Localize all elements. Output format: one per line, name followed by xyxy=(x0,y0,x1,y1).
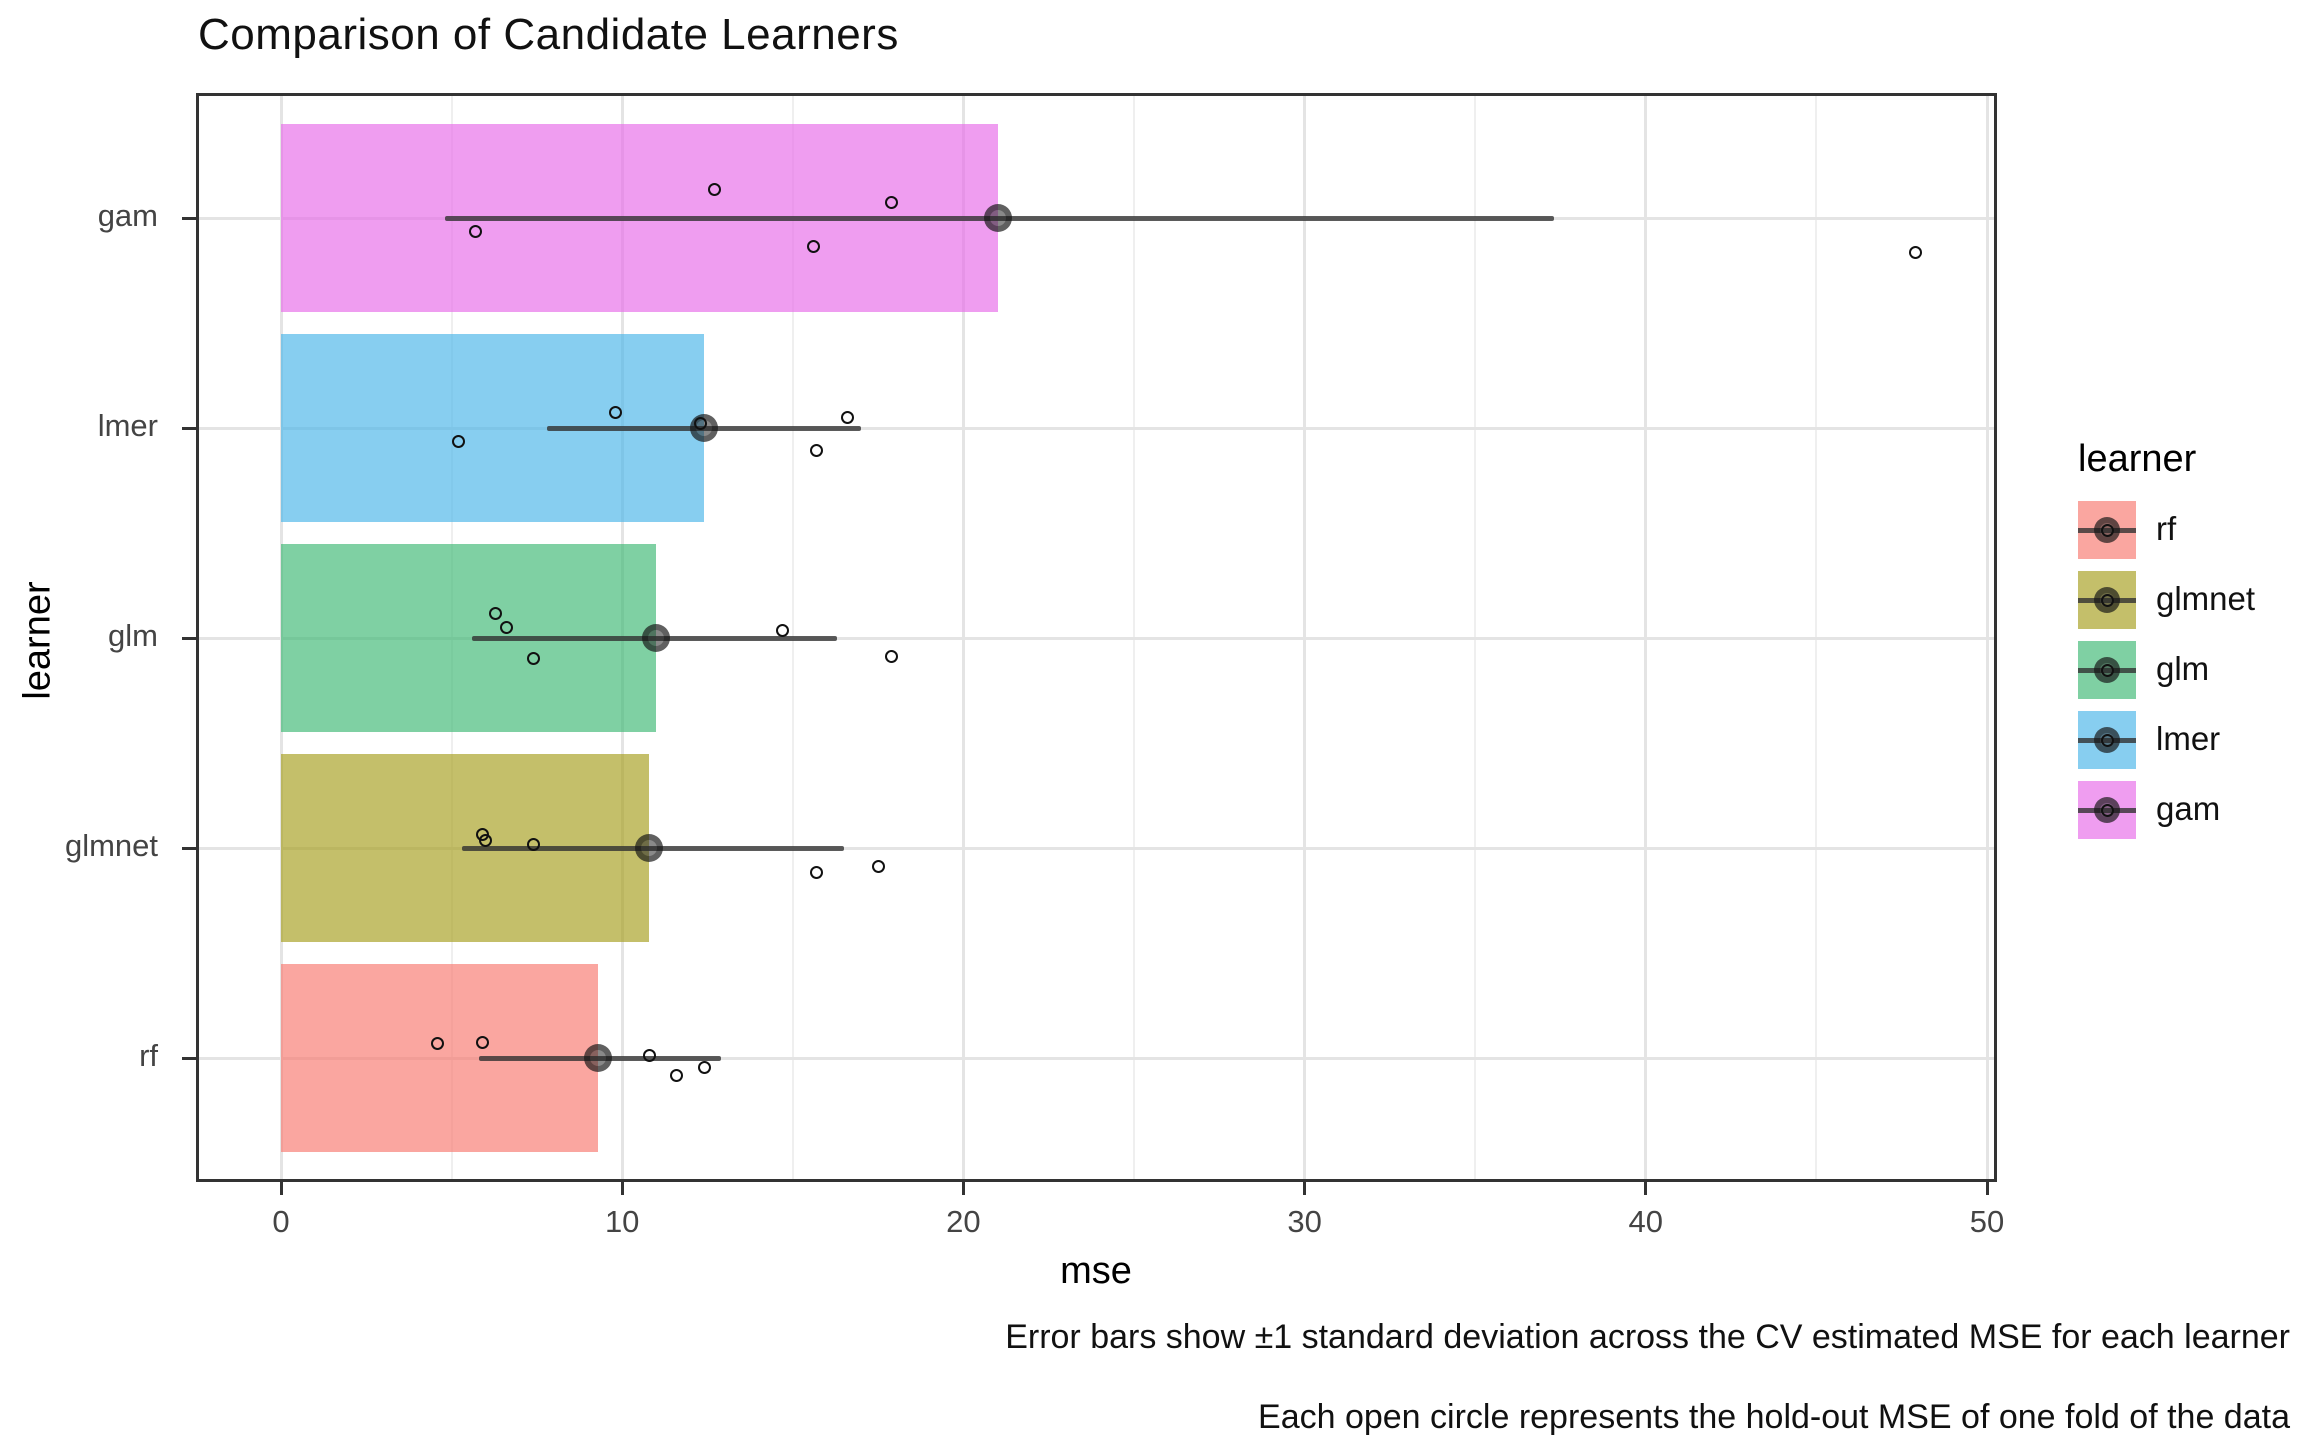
x-axis-title: mse xyxy=(1060,1250,1132,1292)
x-tick-0 xyxy=(279,1182,283,1195)
x-tick-50 xyxy=(1985,1182,1989,1195)
fold-point-lmer-4 xyxy=(840,410,854,424)
fold-point-glm-1 xyxy=(499,620,513,634)
fold-point-gam-1 xyxy=(707,182,721,196)
legend-key-rf xyxy=(2078,501,2136,559)
y-tick-label-glmnet: glmnet xyxy=(64,828,158,863)
mean-point-gam xyxy=(983,204,1012,232)
fold-point-glmnet-2 xyxy=(526,837,540,851)
x-tick-10 xyxy=(620,1182,624,1195)
x-tick-30 xyxy=(1303,1182,1307,1195)
fold-point-glm-4 xyxy=(885,649,899,663)
fold-point-glm-2 xyxy=(526,651,540,665)
gridline-major-y-lmer xyxy=(196,426,1997,430)
fold-point-rf-4 xyxy=(697,1060,711,1074)
fold-point-gam-4 xyxy=(1908,245,1922,259)
legend-title: learner xyxy=(2078,438,2197,480)
x-tick-label-50: 50 xyxy=(1969,1204,2005,1239)
gridline-major-y-glmnet xyxy=(196,846,1997,850)
mean-point-glm xyxy=(642,624,671,652)
fold-point-glm-3 xyxy=(776,623,790,637)
legend-key-lmer xyxy=(2078,711,2136,769)
y-tick-label-gam: gam xyxy=(97,198,158,233)
fold-point-lmer-0 xyxy=(451,434,465,448)
legend-key-glm xyxy=(2078,641,2136,699)
fold-point-gam-0 xyxy=(468,224,482,238)
fold-point-glm-0 xyxy=(489,606,503,620)
legend-key-gam xyxy=(2078,781,2136,839)
x-tick-40 xyxy=(1644,1182,1648,1195)
legend-label-rf: rf xyxy=(2156,510,2177,547)
legend-circle-glyph-glmnet xyxy=(2100,593,2114,607)
fold-point-rf-1 xyxy=(475,1035,489,1049)
gridline-major-y-glm xyxy=(196,636,1997,640)
fold-point-glmnet-3 xyxy=(810,865,824,879)
fold-point-glmnet-4 xyxy=(871,859,885,873)
mean-point-glmnet xyxy=(635,834,664,862)
legend-label-glm: glm xyxy=(2156,650,2210,687)
x-tick-20 xyxy=(961,1182,965,1195)
y-tick-label-rf: rf xyxy=(139,1038,158,1073)
legend-circle-glyph-rf xyxy=(2100,523,2114,537)
caption-circles: Each open circle represents the hold-out… xyxy=(1258,1398,2290,1436)
y-tick-label-lmer: lmer xyxy=(97,408,158,443)
x-tick-label-40: 40 xyxy=(1628,1204,1664,1239)
fold-point-lmer-1 xyxy=(608,405,622,419)
fold-point-rf-3 xyxy=(670,1068,684,1082)
y-tick-glm xyxy=(182,636,196,640)
y-tick-rf xyxy=(182,1056,196,1060)
y-tick-glmnet xyxy=(182,846,196,850)
y-tick-gam xyxy=(182,216,196,220)
x-tick-label-0: 0 xyxy=(272,1204,290,1239)
chart-title: Comparison of Candidate Learners xyxy=(198,10,899,59)
x-tick-label-20: 20 xyxy=(946,1204,981,1239)
fold-point-glmnet-1 xyxy=(479,833,493,847)
gridline-major-y-rf xyxy=(196,1056,1997,1060)
y-tick-label-glm: glm xyxy=(108,618,158,653)
fold-point-gam-3 xyxy=(885,195,899,209)
legend-label-gam: gam xyxy=(2156,790,2221,827)
fold-point-rf-2 xyxy=(642,1048,656,1062)
caption-errorbars: Error bars show ±1 standard deviation ac… xyxy=(1005,1318,2290,1356)
legend-circle-glyph-glm xyxy=(2100,663,2114,677)
x-tick-label-10: 10 xyxy=(604,1204,640,1239)
mean-point-rf xyxy=(584,1044,613,1072)
legend-key-glmnet xyxy=(2078,571,2136,629)
x-tick-label-30: 30 xyxy=(1287,1204,1322,1239)
fold-point-gam-2 xyxy=(806,239,820,253)
y-tick-lmer xyxy=(182,426,196,430)
fold-point-lmer-2 xyxy=(694,416,708,430)
legend-circle-glyph-lmer xyxy=(2100,733,2114,747)
legend-circle-glyph-gam xyxy=(2100,803,2114,817)
legend-label-lmer: lmer xyxy=(2156,720,2221,757)
fold-point-rf-0 xyxy=(431,1036,445,1050)
fold-point-lmer-3 xyxy=(810,443,824,457)
legend-label-glmnet: glmnet xyxy=(2156,580,2256,617)
